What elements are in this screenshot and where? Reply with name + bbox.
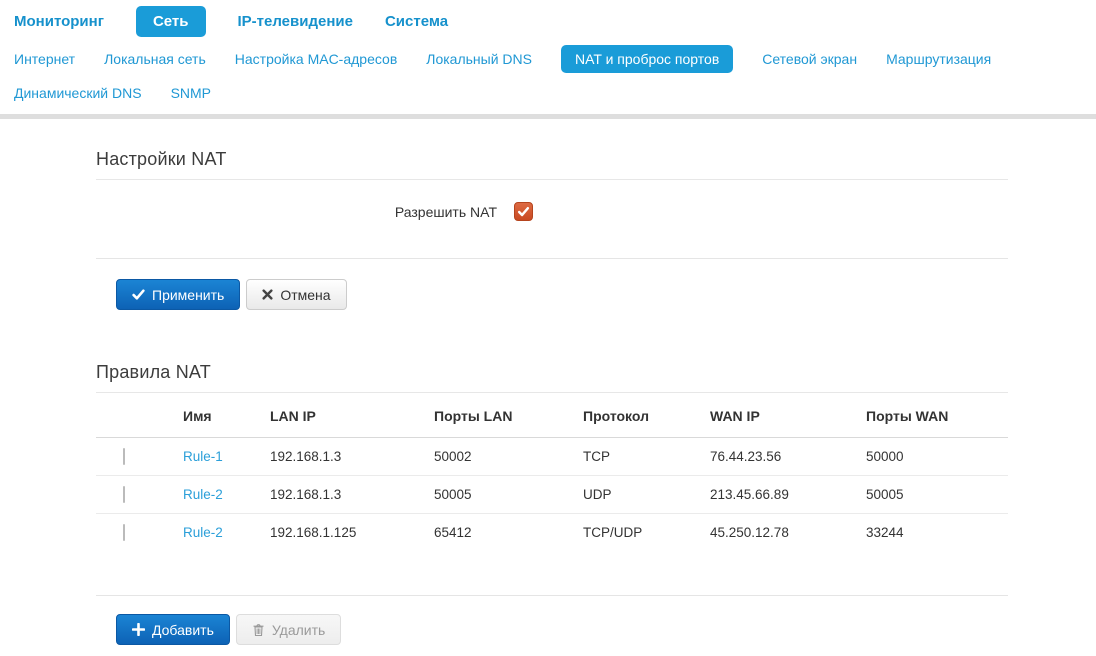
nat-rules-table: Имя LAN IP Порты LAN Протокол WAN IP Пор… — [96, 393, 1008, 551]
cell-wan-ip: 45.250.12.78 — [710, 525, 789, 540]
cell-protocol: UDP — [583, 475, 710, 514]
subnav-item-firewall[interactable]: Сетевой экран — [762, 51, 858, 67]
sub-nav-row-2: Динамический DNS SNMP — [14, 76, 1096, 110]
subnav-item-local-dns[interactable]: Локальный DNS — [426, 51, 532, 67]
enable-nat-checkbox[interactable] — [514, 202, 533, 221]
add-button-label: Добавить — [152, 621, 214, 638]
check-icon — [132, 289, 145, 300]
nav-item-iptv[interactable]: IP-телевидение — [237, 12, 353, 30]
table-row: Rule-2 192.168.1.125 65412 TCP/UDP 45.25… — [96, 514, 1008, 552]
enable-nat-label: Разрешить NAT — [394, 203, 497, 220]
rules-button-row: Добавить Удалить — [96, 614, 1008, 645]
delete-button[interactable]: Удалить — [235, 614, 342, 645]
sub-nav-row-1: Интернет Локальная сеть Настройка MAC-ад… — [14, 42, 1096, 76]
subnav-item-nat[interactable]: NAT и проброс портов — [560, 45, 734, 73]
cell-lan-ports: 65412 — [434, 525, 472, 540]
subnav-item-lan[interactable]: Локальная сеть — [104, 51, 206, 67]
cell-wan-ports: 50005 — [866, 475, 1008, 514]
section-rule — [96, 179, 1008, 180]
cell-wan-ip: 213.45.66.89 — [710, 475, 866, 514]
nav-item-network[interactable]: Сеть — [135, 5, 206, 37]
rule-name-link[interactable]: Rule-2 — [183, 525, 223, 540]
subnav-item-snmp[interactable]: SNMP — [170, 85, 212, 101]
rule-name-link[interactable]: Rule-1 — [183, 449, 223, 464]
nat-settings-title: Настройки NAT — [96, 149, 227, 169]
column-header-lan-ip: LAN IP — [270, 393, 434, 438]
column-header-wan-ip: WAN IP — [710, 393, 866, 438]
rule-name-link[interactable]: Rule-2 — [183, 487, 223, 502]
cell-lan-ports: 50002 — [434, 437, 583, 476]
row-select-checkbox[interactable] — [123, 486, 125, 503]
delete-button-label: Удалить — [271, 621, 326, 638]
column-header-lan-ports: Порты LAN — [434, 393, 583, 438]
row-select-checkbox[interactable] — [123, 448, 125, 465]
cell-wan-ip: 76.44.23.56 — [710, 437, 866, 476]
select-column-header — [96, 393, 183, 438]
plus-icon — [132, 623, 145, 636]
cell-lan-ip: 192.168.1.3 — [270, 475, 434, 514]
cell-protocol: TCP — [583, 437, 710, 476]
cell-lan-ip: 192.168.1.125 — [270, 525, 357, 540]
main-content: Настройки NAT Разрешить NAT Применить От… — [96, 149, 1008, 645]
table-row: Rule-1 192.168.1.3 50002 TCP 76.44.23.56… — [96, 437, 1008, 476]
nat-settings-section: Настройки NAT Разрешить NAT — [96, 149, 1008, 259]
x-icon — [262, 289, 273, 300]
sub-nav: Интернет Локальная сеть Настройка MAC-ад… — [0, 42, 1096, 110]
nav-divider — [0, 114, 1096, 119]
apply-button[interactable]: Применить — [116, 279, 241, 310]
main-nav: Мониторинг Сеть IP-телевидение Система — [0, 0, 1096, 42]
cell-wan-ports: 50000 — [866, 437, 1008, 476]
subnav-item-internet[interactable]: Интернет — [14, 51, 76, 67]
cancel-button[interactable]: Отмена — [246, 279, 347, 310]
enable-nat-row: Разрешить NAT — [96, 202, 1008, 221]
apply-button-label: Применить — [152, 286, 225, 303]
trash-icon — [253, 623, 264, 636]
column-header-name: Имя — [183, 393, 270, 438]
nav-item-monitoring[interactable]: Мониторинг — [14, 12, 104, 30]
nat-rules-section: Правила NAT Имя LAN IP Порты LAN Протоко… — [96, 362, 1008, 596]
cell-lan-ip: 192.168.1.3 — [270, 437, 434, 476]
nav-item-system[interactable]: Система — [384, 12, 449, 30]
nat-rules-title: Правила NAT — [96, 362, 211, 382]
cell-wan-ports: 33244 — [866, 525, 904, 540]
cancel-button-label: Отмена — [280, 286, 331, 303]
cell-lan-ports: 50005 — [434, 475, 583, 514]
column-header-wan-ports: Порты WAN — [866, 393, 1008, 438]
section-rule — [96, 392, 1008, 393]
section-divider — [96, 258, 1008, 259]
column-header-protocol: Протокол — [583, 393, 710, 438]
subnav-item-ddns[interactable]: Динамический DNS — [14, 85, 142, 101]
table-header-row: Имя LAN IP Порты LAN Протокол WAN IP Пор… — [96, 393, 1008, 438]
table-end-divider — [96, 595, 1008, 596]
row-select-checkbox[interactable] — [123, 524, 125, 541]
settings-button-row: Применить Отмена — [96, 279, 1008, 310]
cell-protocol: TCP/UDP — [583, 525, 643, 540]
add-button[interactable]: Добавить — [116, 614, 230, 645]
checkmark-icon — [517, 207, 530, 217]
subnav-item-routing[interactable]: Маршрутизация — [886, 51, 992, 67]
subnav-item-mac[interactable]: Настройка MAC-адресов — [234, 51, 398, 67]
table-row: Rule-2 192.168.1.3 50005 UDP 213.45.66.8… — [96, 475, 1008, 514]
